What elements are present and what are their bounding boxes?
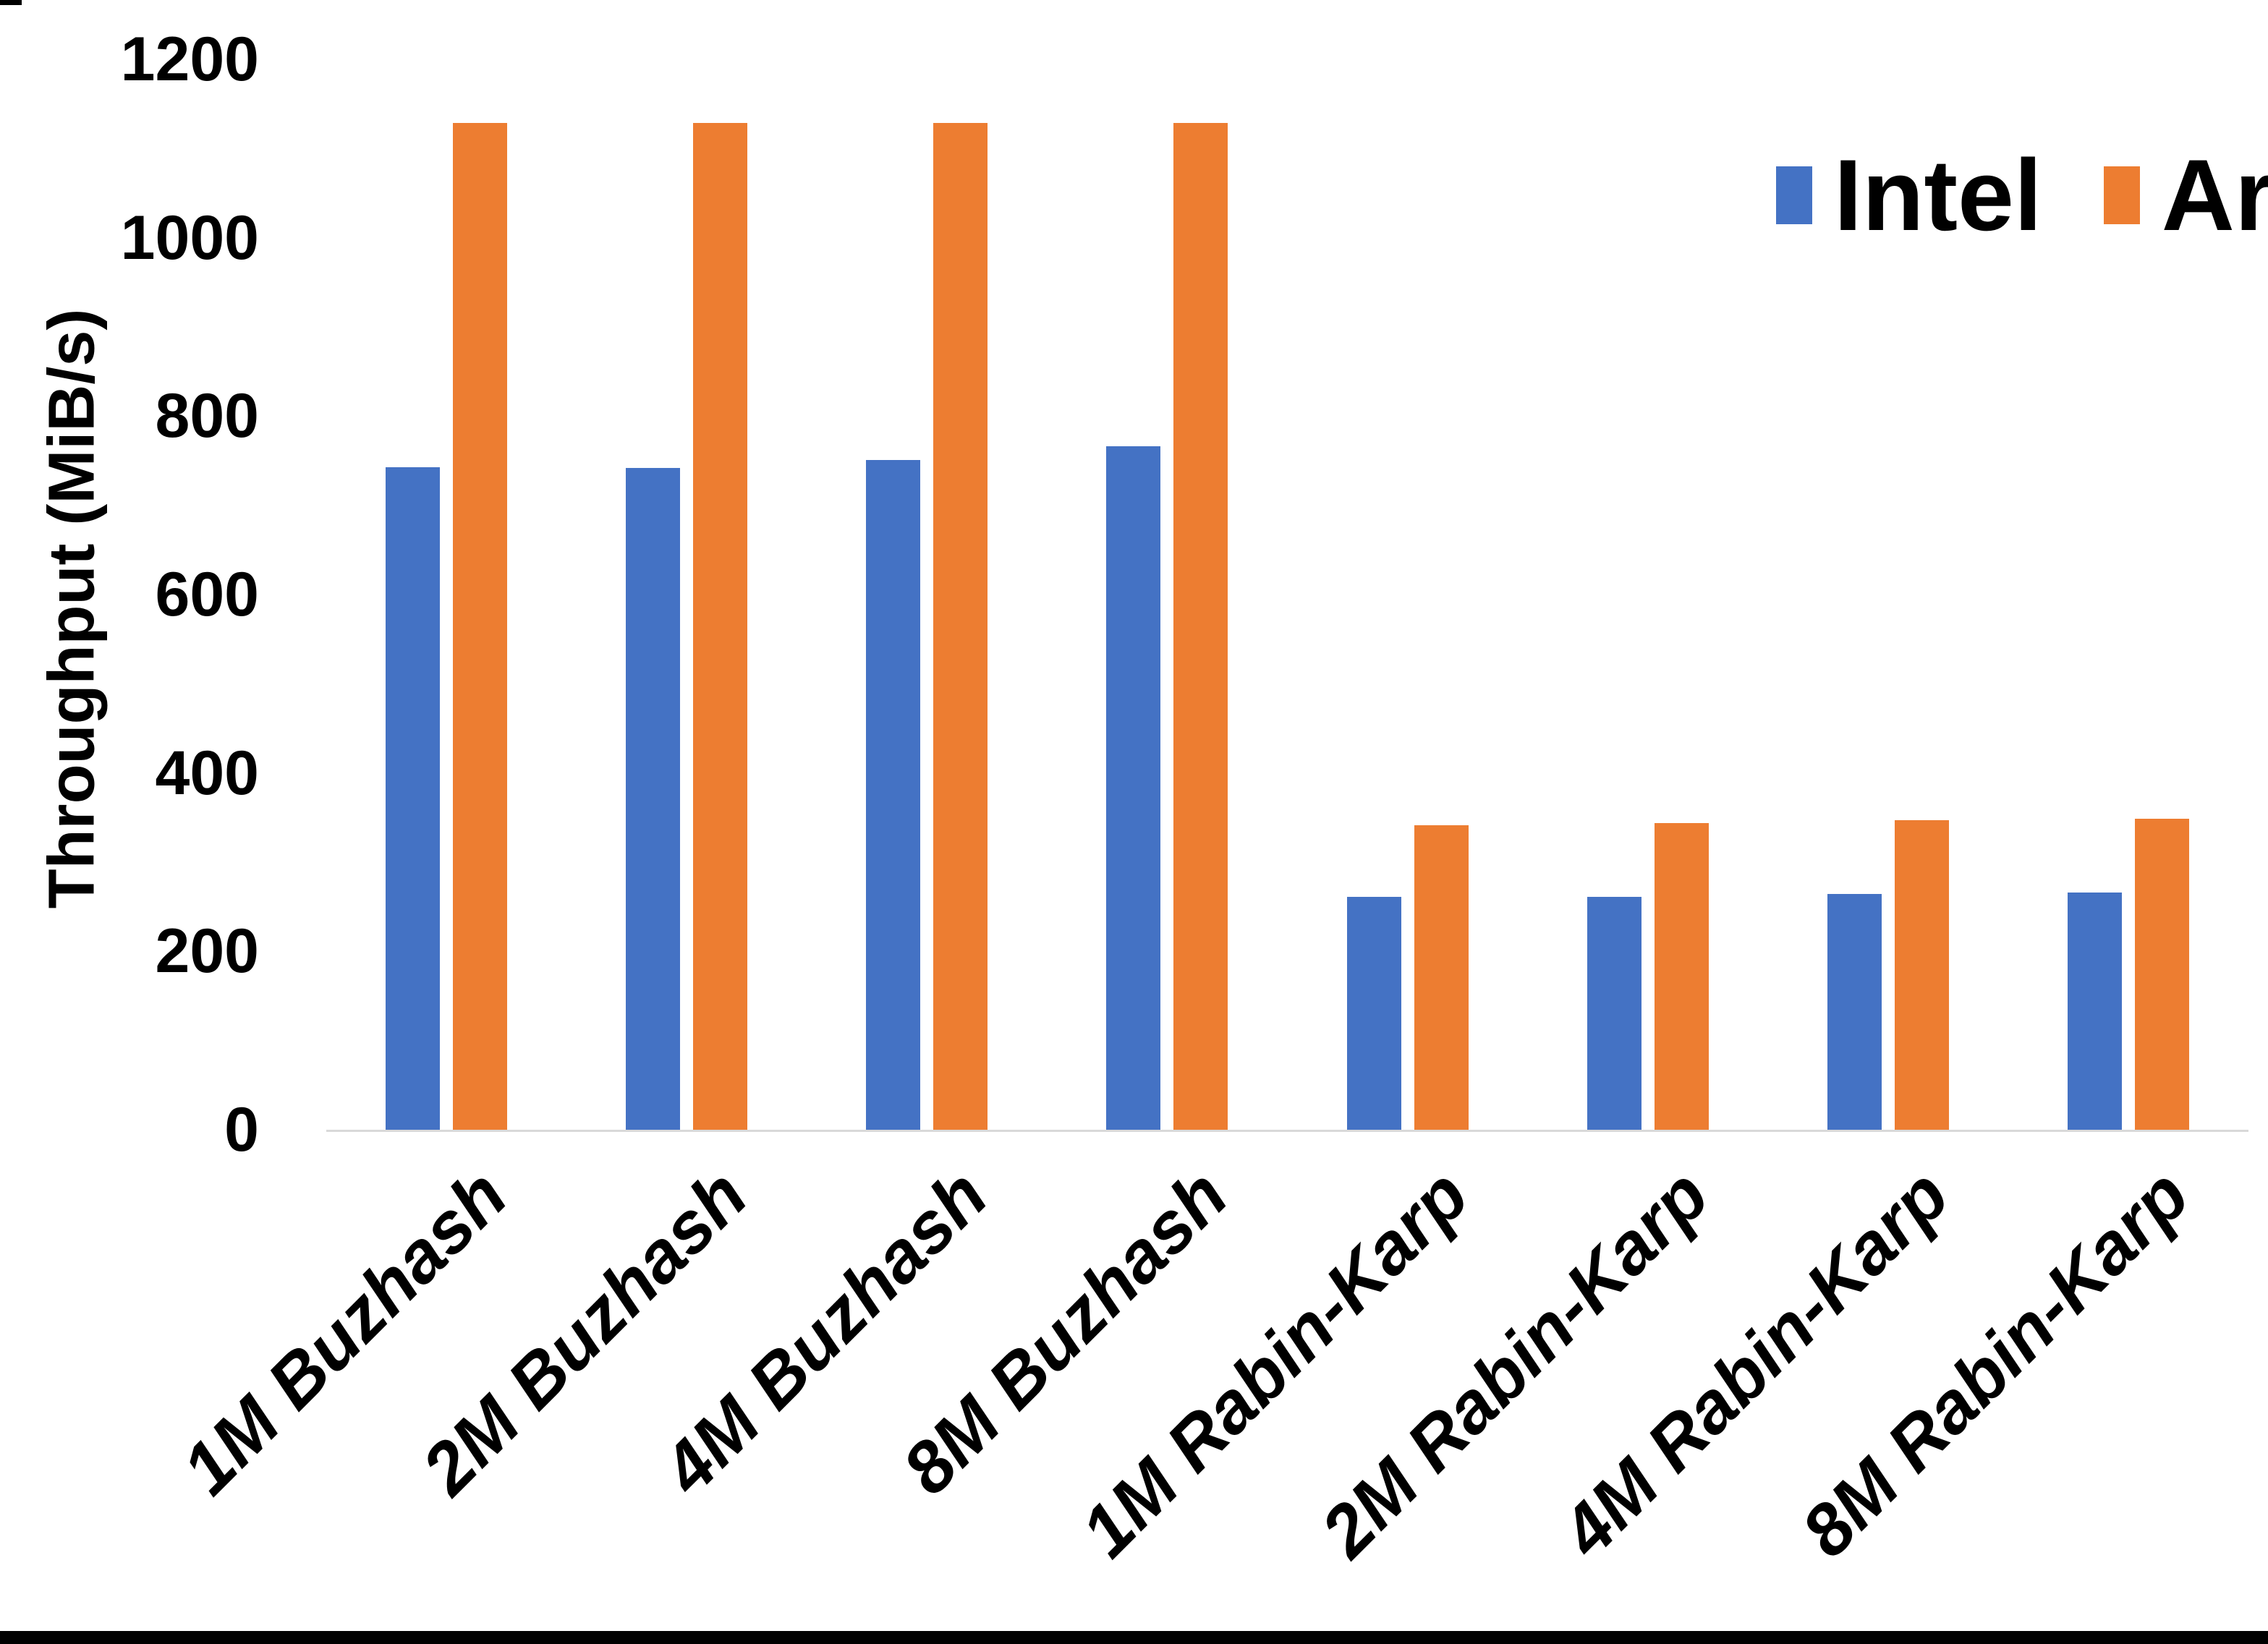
bar-arm-1m-rabin-karp <box>1414 825 1469 1130</box>
legend-label-arm: Arm <box>2161 138 2268 252</box>
y-tick-label-800: 800 <box>155 381 260 451</box>
legend-swatch-arm <box>2103 166 2140 224</box>
bar-intel-2m-rabin-karp <box>1587 897 1641 1130</box>
legend-label-intel: Intel <box>1834 138 2042 252</box>
bar-intel-8m-rabin-karp <box>2067 892 2122 1130</box>
bottom-border-bar <box>0 1631 2268 1644</box>
window-edge-artifact <box>0 0 22 5</box>
y-tick-label-600: 600 <box>155 560 260 629</box>
bar-intel-2m-buzhash <box>626 467 681 1130</box>
bar-intel-1m-rabin-karp <box>1346 897 1401 1130</box>
bar-intel-8m-buzhash <box>1106 446 1161 1130</box>
plot-area <box>326 59 2248 1132</box>
y-tick-label-1000: 1000 <box>120 203 259 273</box>
bar-arm-2m-rabin-karp <box>1654 822 1709 1130</box>
bar-intel-4m-rabin-karp <box>1827 894 1882 1130</box>
y-tick-label-400: 400 <box>155 738 260 808</box>
y-tick-label-1200: 1200 <box>120 25 259 94</box>
bar-arm-8m-buzhash <box>1173 122 1228 1130</box>
bar-arm-8m-rabin-karp <box>2134 818 2189 1130</box>
bar-arm-2m-buzhash <box>693 122 748 1130</box>
bar-intel-1m-buzhash <box>386 467 441 1130</box>
legend-item-intel: Intel <box>1776 145 2042 246</box>
y-tick-label-200: 200 <box>155 916 260 987</box>
y-tick-label-0: 0 <box>224 1095 259 1164</box>
bar-arm-4m-rabin-karp <box>1894 820 1949 1130</box>
legend-swatch-intel <box>1776 166 1812 224</box>
bar-intel-4m-buzhash <box>866 459 921 1130</box>
legend: IntelArm <box>1776 145 2268 246</box>
bar-arm-4m-buzhash <box>933 122 988 1130</box>
bar-arm-1m-buzhash <box>453 122 508 1130</box>
legend-item-arm: Arm <box>2103 138 2268 252</box>
